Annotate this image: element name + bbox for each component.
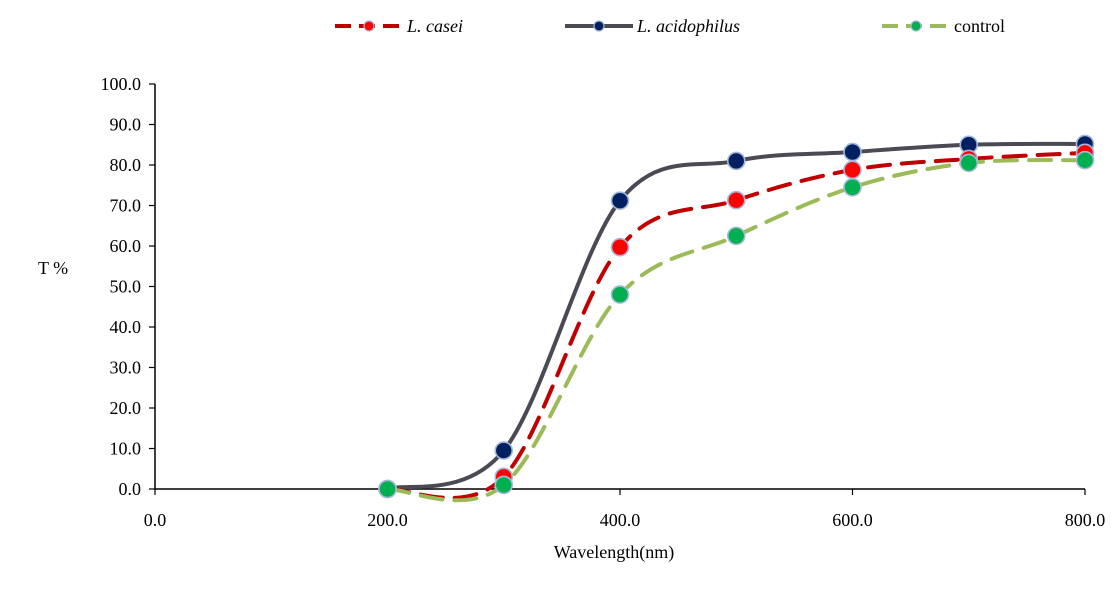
data-point-2 — [843, 177, 862, 197]
data-point-2 — [610, 285, 630, 304]
y-tick-label: 40.0 — [110, 317, 142, 337]
legend-label: L. acidophilus — [636, 16, 740, 36]
legend-marker — [363, 20, 375, 32]
data-point-2 — [726, 226, 746, 246]
y-tick-label: 90.0 — [110, 115, 142, 135]
legend-label: control — [954, 16, 1005, 36]
y-tick-label: 0.0 — [119, 479, 142, 499]
x-tick-label: 0.0 — [144, 510, 167, 530]
x-tick-label: 200.0 — [367, 510, 408, 530]
y-tick-label: 30.0 — [110, 358, 142, 378]
legend: L. casei L. acidophilus control — [335, 16, 1005, 36]
y-tick-label: 10.0 — [110, 439, 142, 459]
data-point-0 — [726, 190, 746, 210]
x-axis-title: Wavelength(nm) — [554, 542, 675, 563]
y-tick-label: 60.0 — [110, 236, 142, 256]
legend-item: L. acidophilus — [565, 16, 740, 36]
x-ticks: 0.0 200.0 400.0 600.0 800.0 — [144, 489, 1106, 530]
data-point-2 — [1075, 150, 1095, 170]
data-point-0 — [843, 160, 862, 180]
series-line-2 — [385, 158, 1087, 503]
y-tick-label: 100.0 — [101, 74, 142, 94]
data-point-1 — [610, 191, 630, 210]
y-tick-label: 50.0 — [110, 277, 142, 297]
data-point-2 — [494, 475, 514, 495]
series-markers — [378, 134, 1095, 499]
legend-marker — [910, 20, 922, 32]
legend-item: control — [882, 16, 1005, 36]
y-ticks: 0.0 10.0 20.0 30.0 40.0 50.0 60.0 70.0 80.0 90.0 1… — [101, 74, 155, 499]
x-tick-label: 400.0 — [600, 510, 641, 530]
data-point-1 — [494, 441, 514, 460]
legend-label: L. casei — [406, 16, 463, 36]
data-point-2 — [959, 153, 979, 173]
data-point-2 — [378, 479, 397, 499]
x-tick-label: 800.0 — [1065, 510, 1106, 530]
y-tick-label: 80.0 — [110, 155, 142, 175]
data-point-0 — [610, 237, 630, 257]
y-tick-label: 20.0 — [110, 398, 142, 418]
legend-item: L. casei — [335, 16, 463, 36]
y-tick-label: 70.0 — [110, 196, 142, 216]
data-point-1 — [843, 142, 862, 162]
data-point-1 — [726, 151, 746, 171]
legend-marker — [593, 20, 605, 32]
x-tick-label: 600.0 — [832, 510, 873, 530]
y-axis-title: T % — [38, 258, 68, 278]
